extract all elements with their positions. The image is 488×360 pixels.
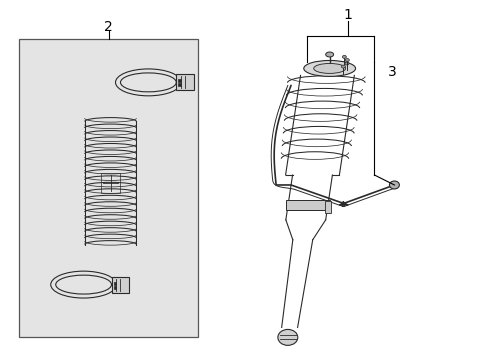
Bar [178,84,181,86]
Ellipse shape [120,73,176,92]
Bar [101,173,120,193]
Ellipse shape [341,65,345,68]
Ellipse shape [303,60,355,76]
Bar [285,200,329,210]
Ellipse shape [345,62,348,65]
Bar [113,285,116,289]
Ellipse shape [277,329,297,345]
Ellipse shape [345,59,348,62]
Bar [176,75,194,90]
Bar [111,276,129,293]
Text: 3: 3 [387,66,396,80]
Ellipse shape [56,275,111,294]
Ellipse shape [388,181,399,189]
Text: 2: 2 [104,19,113,33]
Bar [113,282,116,285]
Bar [178,80,181,82]
Bar [324,201,330,213]
Bar [19,39,198,337]
Ellipse shape [342,55,346,58]
Ellipse shape [325,52,333,57]
Text: 1: 1 [343,8,351,22]
Ellipse shape [313,63,345,73]
